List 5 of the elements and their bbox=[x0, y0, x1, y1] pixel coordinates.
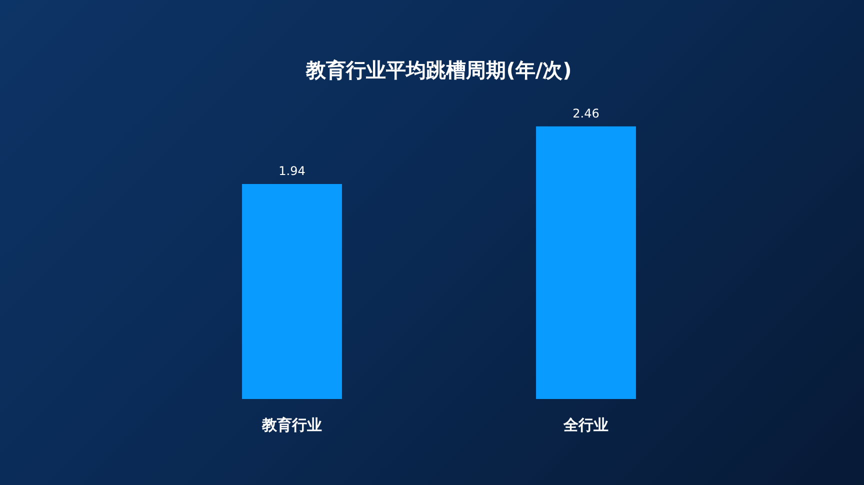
data-label: 2.46 bbox=[572, 106, 600, 121]
data-label: 1.94 bbox=[278, 164, 306, 178]
x-tick-label: 教育行业 bbox=[261, 416, 322, 434]
chart-title: 教育行业平均跳槽周期(年/次) bbox=[305, 58, 572, 82]
x-tick-label: 全行业 bbox=[562, 416, 608, 434]
